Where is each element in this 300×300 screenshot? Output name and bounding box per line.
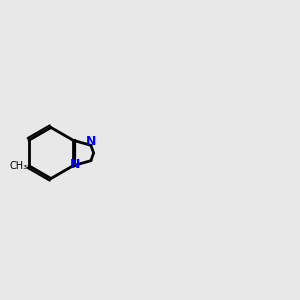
Text: N: N: [86, 135, 96, 148]
Text: CH₃: CH₃: [9, 161, 28, 171]
Text: N: N: [69, 158, 80, 171]
